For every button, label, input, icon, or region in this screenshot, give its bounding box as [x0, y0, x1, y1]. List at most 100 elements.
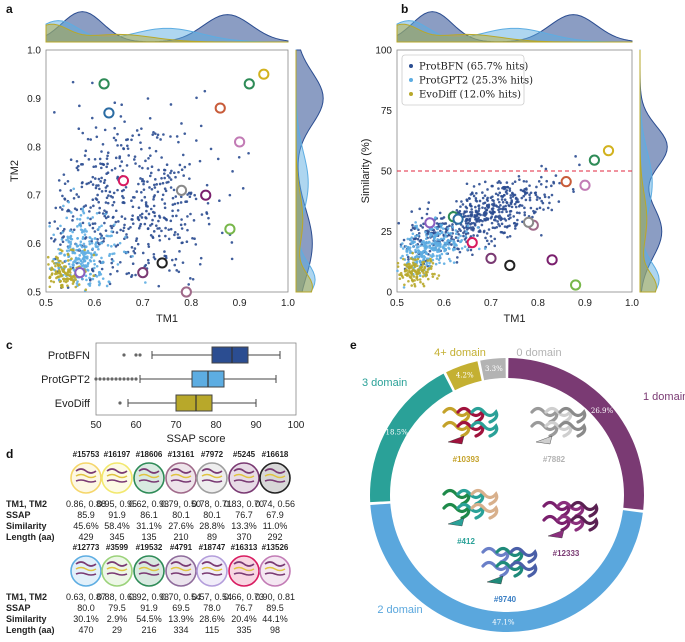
point-protgpt2 — [59, 224, 62, 228]
point-protbfn — [164, 189, 168, 193]
table-cell-tm: 0.79, 0.50 — [161, 499, 201, 509]
outlier-point — [134, 377, 138, 381]
point-protbfn — [185, 240, 189, 243]
point-protgpt2 — [438, 249, 441, 252]
point-evodiff — [417, 271, 421, 275]
point-protbfn — [173, 171, 176, 175]
table-row-label: SSAP — [6, 603, 31, 613]
legend: ProtBFN (65.7% hits) ProtGPT2 (25.3% hits… — [401, 54, 533, 106]
point-protgpt2 — [80, 249, 84, 253]
highlight-marker-7972 — [175, 184, 188, 196]
point-protbfn — [460, 200, 463, 203]
point-protbfn — [574, 155, 577, 158]
point-protbfn — [410, 228, 413, 232]
point-protgpt2 — [419, 244, 422, 247]
highlight-marker-5245 — [546, 254, 558, 266]
point-protbfn — [420, 216, 424, 220]
point-protbfn — [550, 208, 554, 212]
point-protbfn — [54, 206, 58, 210]
point-protbfn — [200, 213, 204, 216]
point-protgpt2 — [79, 213, 83, 217]
point-protgpt2 — [79, 259, 83, 263]
point-protgpt2 — [101, 260, 105, 264]
point-protbfn — [152, 204, 156, 208]
table-cell-tm: 0.90, 0.81 — [255, 592, 295, 602]
point-protgpt2 — [428, 227, 432, 231]
legend-marker-protbfn — [409, 64, 413, 68]
point-protgpt2 — [95, 253, 98, 256]
point-evodiff — [72, 280, 76, 284]
point-protgpt2 — [440, 230, 444, 234]
point-protbfn — [71, 219, 74, 222]
point-protbfn — [153, 186, 157, 189]
point-protbfn — [509, 209, 513, 213]
protein-ribbon — [233, 566, 255, 572]
helix-ribbon — [542, 500, 571, 518]
point-protgpt2 — [444, 233, 447, 236]
point-evodiff — [53, 262, 56, 265]
point-protgpt2 — [456, 236, 460, 240]
point-protbfn — [176, 209, 180, 212]
point-protbfn — [131, 222, 135, 225]
point-protbfn — [53, 220, 57, 223]
point-protbfn — [488, 210, 492, 214]
point-protbfn — [80, 185, 84, 189]
point-protbfn — [149, 233, 153, 237]
point-protgpt2 — [414, 221, 417, 224]
point-protbfn — [506, 235, 509, 239]
structure-id: #3599 — [106, 543, 129, 552]
point-protgpt2 — [445, 252, 448, 256]
point-protgpt2 — [435, 254, 439, 258]
point-protbfn — [114, 156, 118, 160]
point-protgpt2 — [441, 227, 445, 230]
point-protbfn — [131, 262, 135, 266]
point-protgpt2 — [83, 251, 87, 254]
point-protgpt2 — [430, 242, 434, 246]
y-tick-label: 0.9 — [27, 94, 41, 105]
point-protbfn — [412, 237, 416, 241]
point-protbfn — [106, 201, 110, 205]
point-evodiff — [50, 273, 54, 276]
protein-ribbon — [106, 468, 128, 474]
table-cell-len: 115 — [205, 625, 219, 635]
point-protbfn — [181, 153, 185, 157]
point-protgpt2 — [85, 245, 88, 249]
point-evodiff — [418, 278, 422, 281]
protein-ribbon — [75, 566, 97, 572]
point-protbfn — [455, 261, 459, 264]
point-evodiff — [84, 288, 88, 292]
point-protgpt2 — [415, 254, 419, 258]
point-protbfn — [140, 127, 143, 130]
helix-ribbon — [556, 514, 585, 532]
point-protgpt2 — [418, 250, 421, 254]
point-protbfn — [486, 188, 489, 191]
slice-percentage: 47.1% — [492, 618, 515, 626]
point-protbfn — [518, 211, 521, 215]
thumbnail-ring — [70, 555, 102, 587]
x-tick-label: 50 — [90, 420, 102, 431]
point-protgpt2 — [113, 243, 116, 246]
thumbnail-ring — [259, 462, 291, 494]
point-protbfn — [477, 220, 481, 223]
point-evodiff — [66, 271, 69, 275]
point-protgpt2 — [81, 253, 85, 256]
point-protbfn — [159, 138, 162, 141]
point-protgpt2 — [434, 248, 437, 251]
point-protbfn — [101, 212, 105, 215]
point-protbfn — [538, 196, 542, 200]
point-protbfn — [156, 190, 160, 194]
point-protbfn — [142, 188, 146, 191]
point-protbfn — [494, 192, 498, 196]
point-protbfn — [500, 210, 504, 214]
point-protbfn — [76, 168, 80, 172]
legend-label-protgpt2: ProtGPT2 (25.3% hits) — [419, 76, 533, 87]
point-protbfn — [90, 239, 93, 243]
point-protbfn — [122, 229, 125, 233]
point-protgpt2 — [75, 248, 78, 252]
protein-structure-10393 — [442, 406, 499, 445]
point-protbfn — [183, 223, 187, 226]
point-protbfn — [165, 181, 168, 184]
point-evodiff — [413, 269, 417, 272]
point-protbfn — [164, 226, 167, 230]
point-evodiff — [48, 285, 52, 289]
